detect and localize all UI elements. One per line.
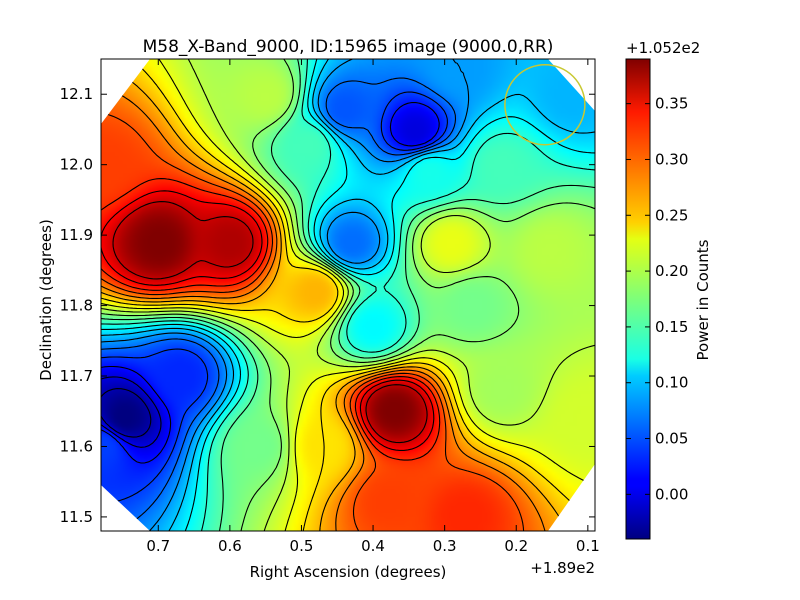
- y-tick-label: 12.0: [60, 156, 93, 174]
- contour-line: [101, 178, 441, 461]
- y-tick-label: 11.7: [60, 367, 93, 385]
- y-tick-label: 12.1: [60, 85, 93, 103]
- colorbar-tick-label: 0.35: [655, 95, 688, 113]
- contour-line: [101, 59, 595, 531]
- contour-line: [101, 59, 595, 531]
- beam-marker-circle: [504, 64, 586, 146]
- contour-line: [101, 77, 457, 531]
- contour-line: [101, 59, 595, 531]
- colorbar-ticks: 0.00 0.05 0.10 0.15 0.20 0.25 0.30 0.35: [626, 95, 688, 503]
- y-tick-label: 11.8: [60, 297, 93, 315]
- contour-line: [101, 59, 470, 531]
- chart-title: M58_X-Band_9000, ID:15965 image (9000.0,…: [143, 37, 554, 57]
- contour-line: [101, 190, 435, 451]
- colorbar-fill: [626, 59, 650, 539]
- contour-line: [101, 59, 595, 531]
- contour-line: [101, 376, 162, 448]
- y-tick-label: 11.9: [60, 226, 93, 244]
- colorbar-frame: [625, 58, 651, 540]
- contour-line: [101, 91, 448, 505]
- contour-line: [101, 388, 152, 438]
- x-axis-label: Right Ascension (degrees): [250, 563, 447, 581]
- colorbar-tick-label: 0.05: [655, 430, 688, 448]
- contour-lines: [101, 59, 595, 531]
- x-axis: 0.7 0.6 0.5 0.4 0.3 0.2 0.1: [146, 59, 600, 555]
- colorbar-tick-label: 0.10: [655, 374, 688, 392]
- colorbar-tick-label: 0.30: [655, 150, 688, 168]
- colorbar-offset-label: +1.052e2: [626, 39, 700, 57]
- x-tick-label: 0.6: [218, 537, 242, 555]
- plot-area: [100, 58, 596, 532]
- x-axis-offset-label: +1.89e2: [530, 559, 595, 577]
- x-tick-label: 0.7: [146, 537, 170, 555]
- contour-line: [101, 102, 440, 464]
- x-tick-label: 0.2: [504, 537, 528, 555]
- x-tick-label: 0.1: [576, 537, 600, 555]
- x-tick-label: 0.5: [290, 537, 314, 555]
- colorbar-tick-label: 0.25: [655, 206, 688, 224]
- contour-line: [112, 201, 428, 444]
- y-axis-label: Declination (degrees): [37, 219, 55, 381]
- x-tick-label: 0.3: [433, 537, 457, 555]
- colorbar-label: Power in Counts: [694, 239, 712, 360]
- colorbar-tick-label: 0.00: [655, 485, 688, 503]
- colorbar-tick-label: 0.15: [655, 318, 688, 336]
- colorbar-tick-label: 0.20: [655, 262, 688, 280]
- y-tick-label: 11.6: [60, 437, 93, 455]
- y-axis: 11.5 11.6 11.7 11.8 11.9 12.0 12.1: [60, 85, 595, 526]
- y-tick-label: 11.5: [60, 508, 93, 526]
- plot-frame: [100, 58, 596, 532]
- colorbar: 0.00 0.05 0.10 0.15 0.20 0.25 0.30 0.35 +1.052e…: [625, 39, 712, 540]
- contour-line: [101, 59, 595, 531]
- x-tick-label: 0.4: [361, 537, 385, 555]
